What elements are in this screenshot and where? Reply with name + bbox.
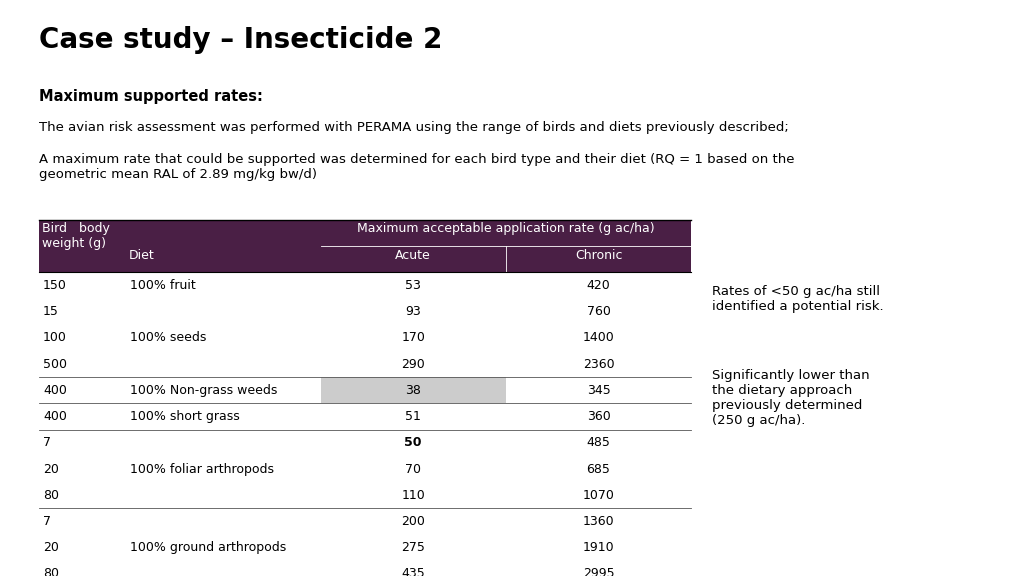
Text: 53: 53: [406, 279, 421, 292]
Text: 275: 275: [401, 541, 425, 554]
Text: Significantly lower than
the dietary approach
previously determined
(250 g ac/ha: Significantly lower than the dietary app…: [712, 369, 869, 427]
Text: A maximum rate that could be supported was determined for each bird type and the: A maximum rate that could be supported w…: [39, 153, 795, 181]
Text: 93: 93: [406, 305, 421, 319]
Text: 1910: 1910: [583, 541, 614, 554]
Text: 100% short grass: 100% short grass: [130, 410, 240, 423]
Text: Maximum acceptable application rate (g ac/ha): Maximum acceptable application rate (g a…: [357, 222, 654, 235]
Text: 20: 20: [43, 463, 59, 476]
Text: 2995: 2995: [583, 567, 614, 576]
Text: 360: 360: [587, 410, 610, 423]
Text: 150: 150: [43, 279, 67, 292]
Text: 51: 51: [406, 410, 421, 423]
Text: 110: 110: [401, 488, 425, 502]
Text: 200: 200: [401, 515, 425, 528]
Text: Acute: Acute: [395, 249, 431, 262]
Text: 100% fruit: 100% fruit: [130, 279, 196, 292]
Text: 1400: 1400: [583, 331, 614, 344]
Text: 1070: 1070: [583, 488, 614, 502]
Text: 15: 15: [43, 305, 59, 319]
Text: 1360: 1360: [583, 515, 614, 528]
Text: Bird   body
weight (g): Bird body weight (g): [42, 222, 110, 250]
Text: 485: 485: [587, 436, 610, 449]
Text: 7: 7: [43, 436, 51, 449]
Text: 345: 345: [587, 384, 610, 397]
Text: 685: 685: [587, 463, 610, 476]
Text: 7: 7: [43, 515, 51, 528]
Text: Maximum supported rates:: Maximum supported rates:: [39, 89, 263, 104]
Text: Diet: Diet: [129, 249, 155, 262]
Text: 100% foliar arthropods: 100% foliar arthropods: [130, 463, 274, 476]
Text: 400: 400: [43, 410, 67, 423]
Text: Rates of <50 g ac/ha still
identified a potential risk.: Rates of <50 g ac/ha still identified a …: [712, 285, 884, 313]
Text: 100% seeds: 100% seeds: [130, 331, 207, 344]
Text: Chronic: Chronic: [574, 249, 623, 262]
Text: 760: 760: [587, 305, 610, 319]
Text: 100% Non-grass weeds: 100% Non-grass weeds: [130, 384, 278, 397]
Text: 70: 70: [406, 463, 421, 476]
Text: 38: 38: [406, 384, 421, 397]
Text: 20: 20: [43, 541, 59, 554]
Text: 500: 500: [43, 358, 67, 371]
Text: 435: 435: [401, 567, 425, 576]
Text: 290: 290: [401, 358, 425, 371]
Text: 170: 170: [401, 331, 425, 344]
Text: Case study – Insecticide 2: Case study – Insecticide 2: [39, 26, 442, 54]
Text: 80: 80: [43, 567, 59, 576]
Text: The avian risk assessment was performed with PERAMA using the range of birds and: The avian risk assessment was performed …: [39, 121, 788, 134]
Text: 400: 400: [43, 384, 67, 397]
Text: 2360: 2360: [583, 358, 614, 371]
Text: 50: 50: [404, 436, 422, 449]
Text: 100: 100: [43, 331, 67, 344]
Text: 100% ground arthropods: 100% ground arthropods: [130, 541, 287, 554]
Text: 420: 420: [587, 279, 610, 292]
Text: 80: 80: [43, 488, 59, 502]
